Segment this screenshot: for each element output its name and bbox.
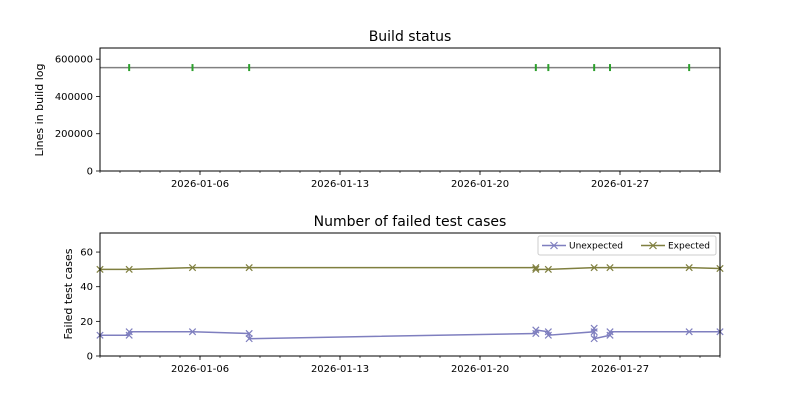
- y-tick-label: 40: [80, 282, 93, 293]
- data-point-expected: [590, 264, 598, 272]
- series-layer: [128, 64, 691, 72]
- y-tick-label: 600000: [55, 55, 93, 66]
- x-tick-label: 2026-01-27: [591, 364, 649, 375]
- legend-marker-unexpected: [550, 241, 558, 250]
- data-point-unexpected: [606, 328, 614, 336]
- data-point-unexpected: [685, 328, 693, 336]
- failed-tests-chart: Number of failed test cases Failed test …: [62, 214, 724, 375]
- data-point-expected: [532, 265, 540, 274]
- chart-title: Build status: [369, 29, 452, 45]
- data-point-expected: [188, 264, 197, 272]
- y-tick-label: 60: [80, 248, 93, 259]
- data-point-expected: [685, 264, 693, 272]
- y-tick-label: 200000: [55, 129, 93, 140]
- y-tick-label: 20: [80, 317, 93, 328]
- x-tick-label: 2026-01-20: [451, 179, 509, 190]
- x-tick-label: 2026-01-13: [311, 364, 369, 375]
- data-point-unexpected: [245, 329, 253, 338]
- axes-layer: 2026-01-06 2026-01-13 2026-01-20 2026-01-27…: [80, 248, 721, 375]
- plot-frame: [99, 47, 721, 172]
- data-point-unexpected: [245, 335, 253, 343]
- data-point-unexpected: [590, 335, 598, 343]
- legend-entry-expected: Expected: [641, 242, 710, 252]
- y-axis-label: Failed test cases: [62, 248, 75, 339]
- legend-label-expected: Expected: [668, 242, 710, 252]
- build-status-chart: Build status Lines in build log 2026-01-…: [33, 29, 721, 190]
- data-point-expected: [245, 264, 253, 272]
- series-layer: [96, 264, 724, 343]
- x-tick-label: 2026-01-13: [311, 179, 369, 190]
- y-tick-label: 0: [87, 167, 93, 178]
- data-point-expected: [544, 265, 552, 274]
- legend-entry-unexpected: Unexpected: [542, 242, 623, 252]
- data-point-unexpected: [544, 331, 552, 339]
- y-tick-label: 0: [87, 352, 93, 363]
- x-tick-label: 2026-01-06: [171, 179, 229, 190]
- data-point-expected: [606, 264, 614, 272]
- x-tick-label: 2026-01-06: [171, 364, 229, 375]
- y-axis-label: Lines in build log: [33, 64, 46, 157]
- data-point-unexpected: [590, 324, 598, 332]
- data-point-expected: [532, 264, 540, 272]
- legend-box: [537, 235, 717, 256]
- y-tick-label: 400000: [55, 92, 93, 103]
- x-tick-label: 2026-01-20: [451, 364, 509, 375]
- chart-title: Number of failed test cases: [314, 214, 507, 230]
- data-point-unexpected: [188, 328, 197, 336]
- series-line-unexpected: [100, 328, 720, 340]
- axes-layer: 2026-01-06 2026-01-13 2026-01-20 2026-01-27…: [55, 55, 721, 190]
- data-point-expected: [125, 265, 133, 274]
- x-tick-label: 2026-01-27: [591, 179, 649, 190]
- plot-frame: [99, 232, 721, 357]
- legend-marker-expected: [649, 241, 657, 250]
- data-point-unexpected: [532, 326, 540, 334]
- legend-label-unexpected: Unexpected: [569, 242, 623, 252]
- legend: Unexpected Expected: [537, 235, 717, 256]
- data-point-unexpected: [125, 328, 133, 336]
